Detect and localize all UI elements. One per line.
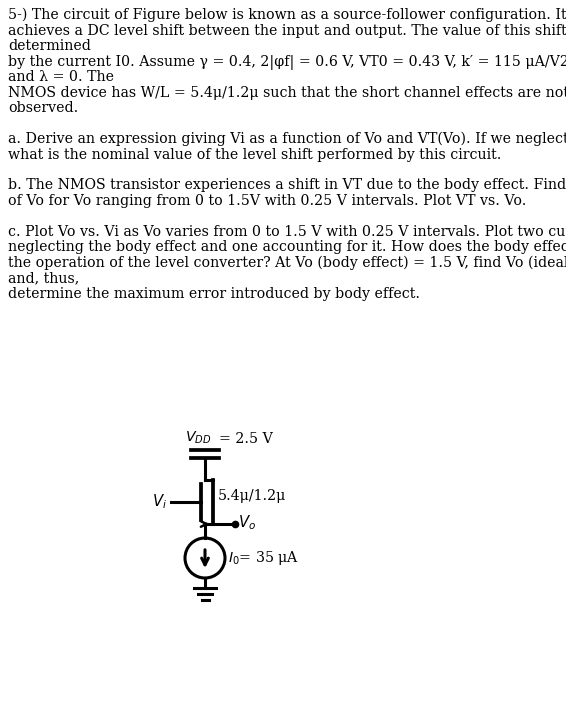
Text: b. The NMOS transistor experiences a shift in VT due to the body effect. Find VT: b. The NMOS transistor experiences a shi…	[8, 179, 566, 192]
Text: $I_0$= 35 μA: $I_0$= 35 μA	[228, 549, 299, 567]
Text: neglecting the body effect and one accounting for it. How does the body effect i: neglecting the body effect and one accou…	[8, 241, 566, 254]
Text: = 2.5 V: = 2.5 V	[219, 432, 273, 446]
Text: observed.: observed.	[8, 101, 78, 115]
Text: achieves a DC level shift between the input and output. The value of this shift : achieves a DC level shift between the in…	[8, 24, 566, 37]
Text: a. Derive an expression giving Vi as a function of Vo and VT(Vo). If we neglect : a. Derive an expression giving Vi as a f…	[8, 132, 566, 146]
Text: c. Plot Vo vs. Vi as Vo varies from 0 to 1.5 V with 0.25 V intervals. Plot two c: c. Plot Vo vs. Vi as Vo varies from 0 to…	[8, 225, 566, 239]
Text: by the current I0. Assume γ = 0.4, 2|φf| = 0.6 V, VT0 = 0.43 V, k′ = 115 μA/V2,: by the current I0. Assume γ = 0.4, 2|φf|…	[8, 55, 566, 70]
Text: $V_{DD}$: $V_{DD}$	[185, 429, 212, 446]
Text: the operation of the level converter? At Vo (body effect) = 1.5 V, find Vo (idea: the operation of the level converter? At…	[8, 256, 566, 271]
Text: 5-) The circuit of Figure below is known as a source-follower configuration. It: 5-) The circuit of Figure below is known…	[8, 8, 566, 22]
Text: and, thus,: and, thus,	[8, 271, 79, 286]
Text: of Vo for Vo ranging from 0 to 1.5V with 0.25 V intervals. Plot VT vs. Vo.: of Vo for Vo ranging from 0 to 1.5V with…	[8, 194, 526, 208]
Text: and λ = 0. The: and λ = 0. The	[8, 70, 114, 84]
Text: $V_i$: $V_i$	[152, 493, 167, 511]
Text: determined: determined	[8, 39, 91, 53]
Text: 5.4μ/1.2μ: 5.4μ/1.2μ	[218, 489, 286, 503]
Text: what is the nominal value of the level shift performed by this circuit.: what is the nominal value of the level s…	[8, 147, 501, 162]
Text: NMOS device has W/L = 5.4μ/1.2μ such that the short channel effects are not: NMOS device has W/L = 5.4μ/1.2μ such tha…	[8, 85, 566, 100]
Text: determine the maximum error introduced by body effect.: determine the maximum error introduced b…	[8, 287, 420, 301]
Text: $V_o$: $V_o$	[238, 513, 256, 532]
